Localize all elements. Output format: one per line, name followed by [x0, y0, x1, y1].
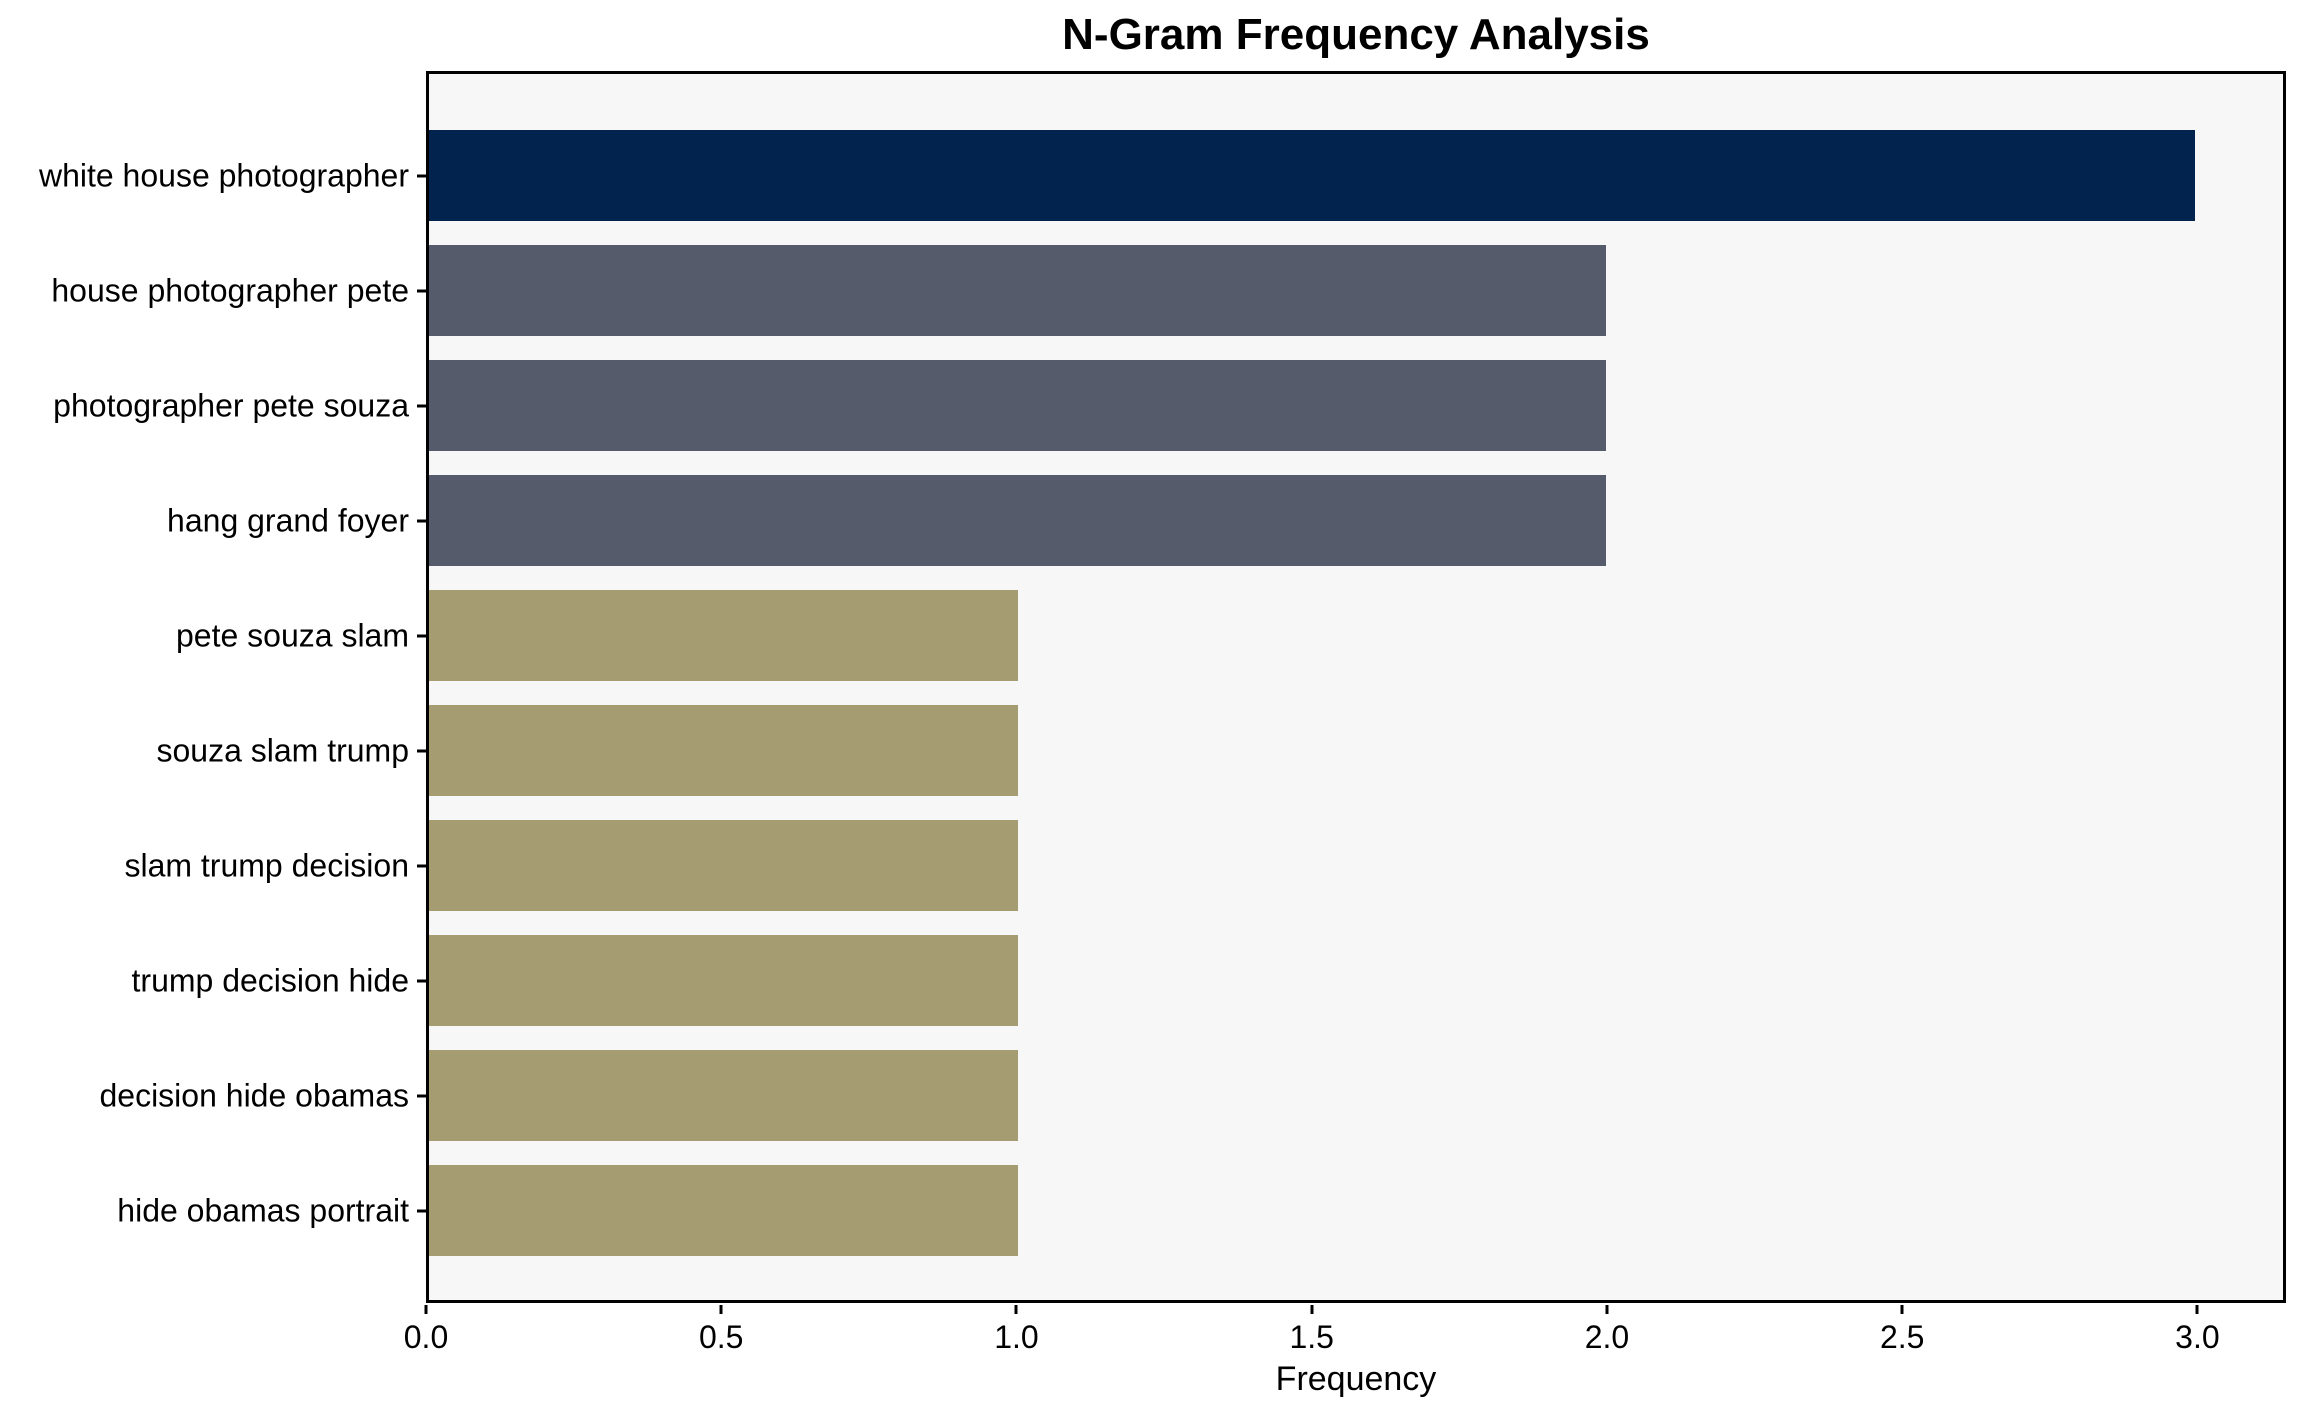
x-tick-mark — [719, 1305, 723, 1314]
y-tick-label: trump decision hide — [131, 962, 409, 998]
bar-row: slam trump decision — [124, 808, 2283, 923]
y-tick-mark — [417, 864, 426, 867]
bar-row: white house photographer — [39, 118, 2283, 233]
x-tick-label: 0.0 — [403, 1319, 449, 1355]
y-tick-label: pete souza slam — [175, 617, 409, 653]
x-tick-label: 0.5 — [698, 1319, 744, 1355]
bar-row: hang grand foyer — [167, 463, 2283, 578]
bar-row: decision hide obamas — [99, 1038, 2283, 1153]
y-tick-mark — [417, 749, 426, 752]
bar — [429, 245, 1607, 336]
x-tick-mark — [2195, 1305, 2199, 1314]
bar — [429, 705, 1018, 796]
y-tick-label: souza slam trump — [156, 732, 409, 768]
bar — [429, 1050, 1018, 1141]
y-tick-mark — [417, 174, 426, 177]
y-tick-label: house photographer pete — [51, 272, 409, 308]
y-tick-label: hang grand foyer — [167, 502, 409, 538]
bar-row: trump decision hide — [132, 923, 2283, 1038]
bar-row: souza slam trump — [156, 693, 2283, 808]
x-tick-mark — [1014, 1305, 1018, 1314]
bar — [429, 130, 2195, 221]
x-axis: 0.0 0.5 1.0 1.5 2.0 2.5 3.0 — [404, 1303, 2286, 1413]
y-tick-mark — [417, 979, 426, 982]
bar-row: photographer pete souza — [53, 348, 2283, 463]
y-tick-mark — [417, 404, 426, 407]
x-tick-label: 1.0 — [994, 1319, 1039, 1355]
y-tick-label: slam trump decision — [124, 847, 409, 883]
y-tick-mark — [417, 519, 426, 522]
x-tick-mark — [1310, 1305, 1314, 1314]
bar — [429, 590, 1018, 681]
x-tick-label: 3.0 — [2175, 1319, 2220, 1355]
y-tick-label: hide obamas portrait — [117, 1192, 409, 1228]
x-axis-label: Frequency — [1275, 1360, 1437, 1398]
y-tick-mark — [417, 289, 426, 292]
x-tick-mark — [424, 1305, 428, 1314]
plot-area: white house photographer house photograph… — [39, 71, 2286, 1303]
bar — [429, 1165, 1018, 1256]
x-tick-mark — [1605, 1305, 1609, 1314]
x-tick-mark — [1900, 1305, 1904, 1314]
bar-row: pete souza slam — [176, 578, 2283, 693]
bar-row: house photographer pete — [51, 233, 2283, 348]
y-tick-mark — [417, 634, 426, 637]
bar — [429, 820, 1018, 911]
y-tick-label: photographer pete souza — [53, 387, 409, 423]
y-tick-mark — [417, 1094, 426, 1097]
bar — [429, 360, 1607, 451]
bar-row: hide obamas portrait — [117, 1153, 2283, 1268]
y-tick-mark — [417, 1209, 426, 1212]
y-tick-label: decision hide obamas — [99, 1077, 409, 1113]
bar — [429, 475, 1607, 566]
bar — [429, 935, 1018, 1026]
y-tick-label: white house photographer — [38, 157, 409, 193]
x-tick-label: 2.5 — [1879, 1319, 1925, 1355]
x-tick-label: 1.5 — [1289, 1319, 1334, 1355]
x-tick-label: 2.0 — [1584, 1319, 1630, 1355]
chart-title: N-Gram Frequency Analysis — [1062, 10, 1650, 59]
